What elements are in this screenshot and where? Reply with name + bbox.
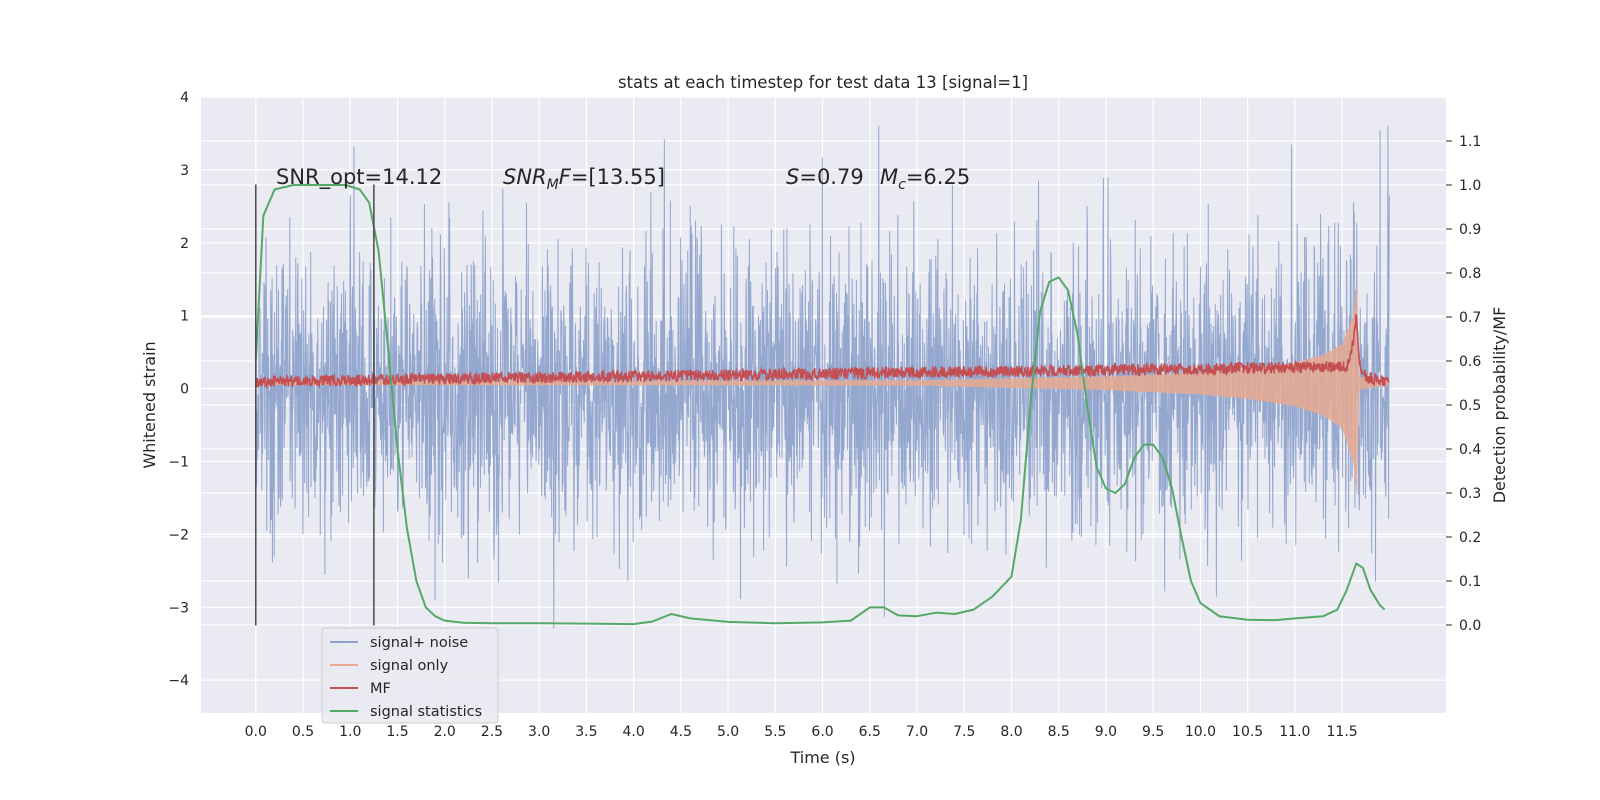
x-axis-label: Time (s) [789, 748, 855, 767]
series-layer [254, 126, 1390, 629]
y-right-tick-label: 0.1 [1459, 574, 1481, 590]
x-tick-label: 4.0 [622, 724, 644, 740]
y-right-tick-label: 0.4 [1459, 442, 1481, 458]
x-tick-label: 9.0 [1095, 724, 1117, 740]
x-tick-label: 8.0 [1000, 724, 1022, 740]
x-tick-label: 0.0 [245, 724, 267, 740]
legend: signal+ noise signal only MF signal stat… [321, 627, 499, 724]
x-tick-label: 1.0 [339, 724, 361, 740]
y-right-tick-label: 1.1 [1459, 134, 1481, 150]
y-tick-label: 0 [180, 382, 189, 398]
x-tick-label: 10.5 [1232, 724, 1263, 740]
mc-annotation: Mc=6.25 [880, 165, 970, 193]
y-right-tick-label: 0.3 [1459, 486, 1481, 502]
x-tick-label: 6.0 [811, 724, 833, 740]
series-signal-statistics [254, 184, 1386, 626]
series-signal-only [255, 284, 1390, 499]
y-tick-label: 1 [180, 309, 189, 325]
legend-label-signal-noise: signal+ noise [370, 635, 468, 651]
y-axis-right-label: Detection probability/MF [1490, 307, 1509, 504]
x-tick-label: 6.5 [859, 724, 881, 740]
y-tick-label: 3 [180, 163, 189, 179]
snr-opt-annotation: SNR_opt=14.12 [276, 165, 442, 190]
x-tick-label: 7.5 [953, 724, 975, 740]
y-right-tick-label: 0.9 [1459, 222, 1481, 238]
y-right-tick-label: 1.0 [1459, 178, 1481, 194]
y-tick-label: 2 [180, 236, 189, 252]
annotations: SNR_opt=14.12 SNRMF=[13.55] S=0.79 Mc=6.… [276, 165, 970, 193]
y-right-tick-label: 0.5 [1459, 398, 1481, 414]
series-signal-noise [255, 126, 1390, 629]
y-tick-label: −2 [168, 527, 189, 543]
legend-box [321, 627, 499, 724]
x-tick-label: 2.0 [434, 724, 456, 740]
x-tick-label: 7.0 [906, 724, 928, 740]
tick-labels: 0.0 0.5 1.0 1.5 2.0 2.5 3.0 3.5 4.0 4.5 5.0 5.5 6.0 6… [168, 90, 1481, 740]
x-tick-label: 8.5 [1048, 724, 1070, 740]
x-tick-label: 4.5 [670, 724, 692, 740]
y-right-tick-label: 0.2 [1459, 530, 1481, 546]
x-tick-label: 3.5 [575, 724, 597, 740]
x-tick-label: 1.5 [386, 724, 408, 740]
y-right-tick-label: 0.0 [1459, 618, 1481, 634]
x-tick-label: 9.5 [1142, 724, 1164, 740]
chart-title: stats at each timestep for test data 13 … [618, 73, 1028, 92]
legend-label-signal-only: signal only [370, 658, 449, 674]
snr-mf-annotation: SNRMF=[13.55] [503, 165, 665, 193]
y-right-tick-label: 0.7 [1459, 310, 1481, 326]
y-axis-label: Whitened strain [140, 341, 159, 468]
s-annotation: S=0.79 [786, 165, 864, 189]
x-tick-label: 0.5 [292, 724, 314, 740]
x-tick-label: 2.5 [481, 724, 503, 740]
y-tick-label: −4 [168, 673, 189, 689]
y-tick-label: −1 [168, 454, 189, 470]
y-right-tick-label: 0.8 [1459, 266, 1481, 282]
x-tick-label: 5.5 [764, 724, 786, 740]
x-tick-label: 10.0 [1185, 724, 1216, 740]
y-tick-label: −3 [168, 600, 189, 616]
legend-label-mf: MF [370, 681, 391, 697]
x-tick-label: 11.5 [1327, 724, 1358, 740]
y-tick-label: 4 [180, 90, 189, 106]
x-tick-label: 11.0 [1279, 724, 1310, 740]
vertical-markers [255, 184, 375, 626]
y-right-tick-label: 0.6 [1459, 354, 1481, 370]
x-tick-label: 3.0 [528, 724, 550, 740]
x-tick-label: 5.0 [717, 724, 739, 740]
legend-label-signal-statistics: signal statistics [370, 704, 482, 720]
series-mf [255, 314, 1390, 390]
